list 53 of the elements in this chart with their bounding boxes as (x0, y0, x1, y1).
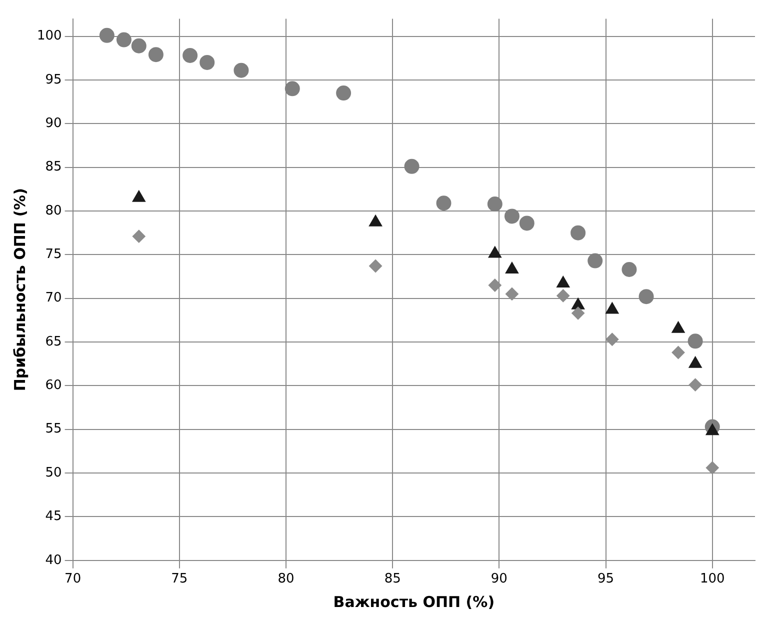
point (570, 225, 586, 240)
x-tick-label: 90 (490, 572, 508, 587)
y-tick-label: 60 (45, 378, 62, 394)
y-tick-label: 75 (45, 247, 62, 262)
point (404, 158, 420, 174)
point (672, 346, 685, 359)
point (131, 38, 146, 54)
y-tick-label: 85 (45, 160, 62, 175)
y-tick-label: 50 (45, 465, 62, 480)
point (336, 86, 352, 101)
point (706, 424, 719, 436)
x-tick-label: 75 (171, 572, 188, 587)
x-axis-title: Важность ОПП (%) (333, 592, 495, 611)
point (148, 47, 164, 62)
y-tick-label: 55 (45, 422, 62, 437)
x-tick-label: 80 (278, 572, 294, 587)
point (572, 306, 585, 320)
x-tick-label: 85 (384, 572, 401, 587)
point (132, 230, 146, 243)
point (504, 208, 520, 224)
point (688, 334, 703, 349)
point (556, 289, 570, 302)
y-tick-label: 80 (45, 203, 62, 218)
point (505, 287, 518, 300)
y-tick-label: 90 (45, 116, 62, 131)
y-tick-label: 70 (45, 290, 62, 306)
point (487, 196, 502, 212)
point (706, 461, 719, 474)
point (638, 289, 654, 304)
point (622, 262, 637, 278)
x-tick-label: 95 (598, 572, 614, 587)
y-axis-title: Прибыльность ОПП (%) (10, 188, 29, 392)
y-tick-label: 45 (45, 509, 62, 524)
point (519, 216, 534, 231)
point (436, 196, 452, 211)
x-tick-label: 70 (64, 572, 82, 587)
point (369, 260, 382, 273)
x-tick-label: 100 (700, 572, 725, 587)
point (505, 262, 519, 274)
point (588, 253, 603, 268)
point (116, 32, 132, 48)
point (688, 378, 702, 392)
point (488, 278, 502, 292)
point (200, 54, 215, 70)
point (606, 332, 619, 346)
y-tick-label: 100 (36, 28, 62, 44)
point (99, 28, 114, 43)
y-tick-label: 95 (45, 72, 62, 88)
point (234, 62, 249, 78)
point (284, 81, 300, 96)
y-tick-label: 65 (45, 334, 62, 350)
point (182, 48, 198, 63)
y-tick-label: 40 (45, 552, 62, 568)
